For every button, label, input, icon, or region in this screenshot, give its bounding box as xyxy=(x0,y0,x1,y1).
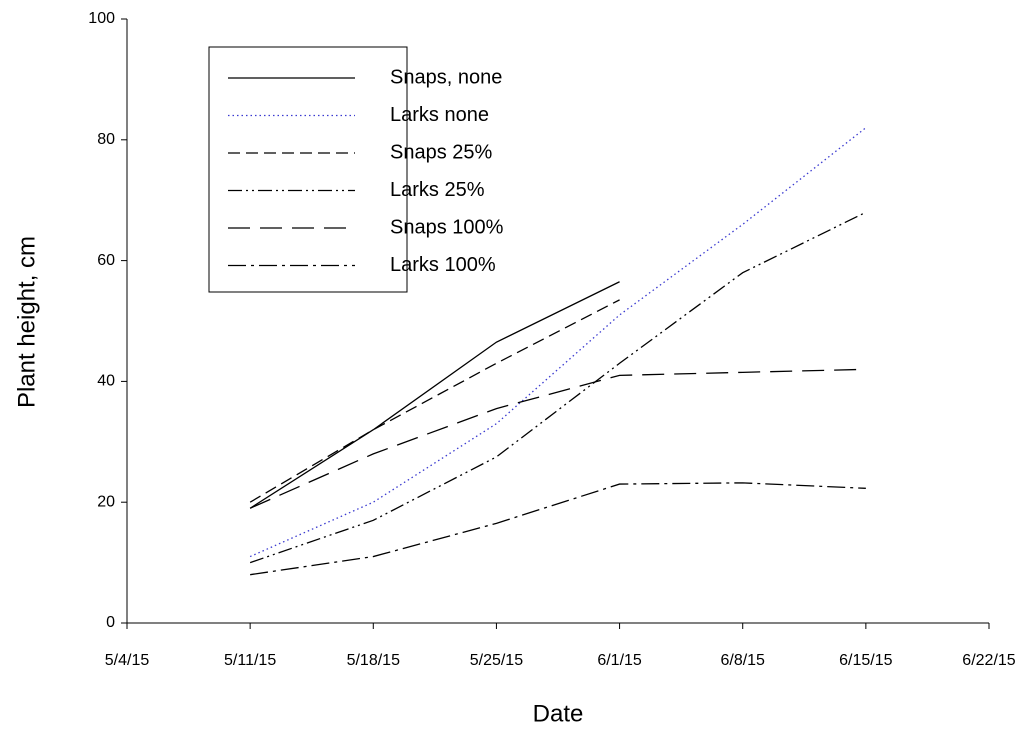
x-tick-label: 6/8/15 xyxy=(720,652,765,669)
series-line xyxy=(249,281,620,509)
y-tick-label: 60 xyxy=(97,252,115,269)
x-tick-label: 5/4/15 xyxy=(105,652,150,669)
legend: Snaps, none Larks none Snaps 25% Larks 25% S… xyxy=(208,46,504,293)
y-axis-title: Plant height, cm xyxy=(13,236,40,408)
series-line xyxy=(249,368,866,509)
series-line xyxy=(249,299,620,503)
series-line xyxy=(249,211,867,564)
x-tick-label: 5/11/15 xyxy=(224,652,276,669)
legend-label: Larks none xyxy=(390,104,489,126)
legend-box xyxy=(208,46,408,293)
series-line xyxy=(250,482,866,576)
y-tick-label: 40 xyxy=(97,373,115,390)
x-tick-label: 5/18/15 xyxy=(347,652,400,669)
x-axis-title: Date xyxy=(533,700,584,727)
y-tick-label: 20 xyxy=(97,493,115,510)
y-tick-label: 80 xyxy=(97,131,115,148)
x-tick-label: 5/25/15 xyxy=(470,652,523,669)
x-tick-label: 6/15/15 xyxy=(839,652,892,669)
x-tick-label: 6/22/15 xyxy=(962,652,1015,669)
y-tick-label: 100 xyxy=(88,10,115,27)
legend-label: Snaps 25% xyxy=(390,141,493,163)
x-tick-label: 6/1/15 xyxy=(597,652,642,669)
y-tick-label: 0 xyxy=(106,614,115,631)
legend-label: Larks 25% xyxy=(390,179,485,201)
legend-label: Snaps, none xyxy=(390,66,502,88)
legend-label: Snaps 100% xyxy=(390,216,504,238)
legend-label: Larks 100% xyxy=(390,254,496,276)
